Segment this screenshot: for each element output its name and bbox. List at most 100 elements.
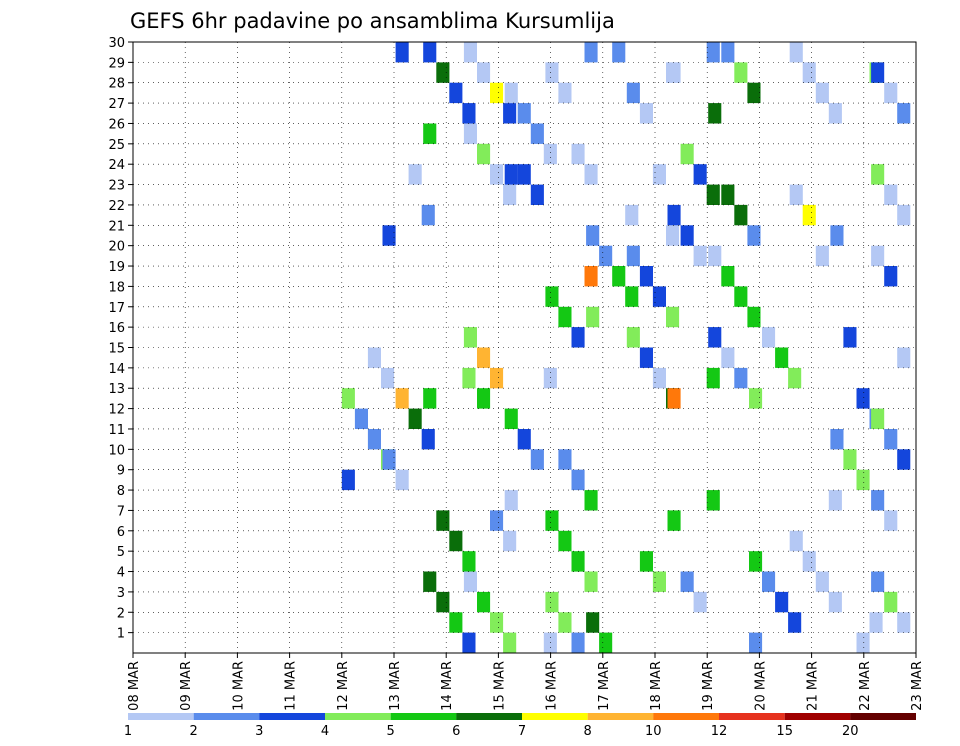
x-tick-label: 21 MAR	[806, 661, 821, 711]
x-tick-label: 18 MAR	[649, 661, 664, 711]
heatmap-cell	[584, 42, 598, 63]
heatmap-cell	[639, 103, 653, 124]
legend-label: 1	[124, 724, 132, 739]
legend-swatch	[456, 713, 522, 720]
heatmap-cell	[423, 123, 437, 144]
x-tick-label: 23 MAR	[910, 661, 925, 711]
heatmap-cell	[871, 62, 885, 83]
y-tick-label: 4	[117, 566, 125, 581]
heatmap-cell	[788, 612, 802, 633]
legend-label: 15	[776, 724, 793, 739]
heatmap-cell	[477, 591, 491, 613]
legend-label: 5	[387, 724, 395, 739]
x-tick-label: 08 MAR	[127, 661, 142, 711]
legend-swatch	[193, 713, 260, 720]
heatmap-cell	[639, 551, 653, 572]
heatmap-cell	[749, 632, 763, 653]
heatmap-cell	[775, 591, 789, 613]
heatmap-cell	[612, 42, 626, 63]
y-tick-label: 21	[108, 219, 125, 234]
heatmap-cell	[543, 367, 557, 389]
heatmap-cell	[558, 449, 572, 470]
heatmap-cell	[747, 82, 761, 104]
heatmap-cell	[462, 632, 476, 653]
grid-layer	[133, 42, 916, 653]
heatmap-cell	[680, 225, 694, 246]
heatmap-cell	[490, 612, 504, 633]
y-tick-label: 1	[117, 627, 125, 642]
legend-swatch	[128, 713, 194, 720]
heatmap-cell	[762, 327, 776, 348]
heatmap-cell	[586, 306, 600, 328]
heatmap-cell	[599, 632, 613, 653]
legend-swatch	[259, 713, 325, 720]
heatmap-cell	[382, 225, 396, 246]
heatmap-cell	[749, 551, 763, 572]
heatmap-cell	[586, 225, 600, 246]
heatmap-cell	[545, 62, 559, 83]
legend-swatch	[719, 713, 785, 720]
heatmap-cell	[721, 42, 735, 63]
heatmap-cell	[734, 204, 748, 226]
heatmap-cell	[871, 164, 885, 185]
heatmap-cell	[639, 347, 653, 368]
heatmap-cell	[408, 164, 422, 185]
heatmap-cell	[693, 591, 707, 613]
heatmap-cell	[884, 591, 898, 613]
heatmap-cell	[503, 103, 517, 124]
heatmap-cell	[667, 62, 681, 83]
heatmap-cell	[734, 286, 748, 307]
heatmap-cell	[586, 612, 600, 633]
legend-label: 3	[255, 724, 263, 739]
y-tick-label: 8	[117, 484, 125, 499]
x-tick-label: 14 MAR	[440, 661, 455, 711]
cell-layer	[341, 42, 911, 653]
heatmap-cell	[504, 82, 518, 104]
heatmap-cell	[571, 143, 585, 165]
x-tick-label: 12 MAR	[336, 661, 351, 711]
heatmap-cell	[897, 449, 911, 470]
heatmap-cell	[558, 82, 572, 104]
x-tick-label: 19 MAR	[701, 661, 716, 711]
heatmap-cell	[490, 82, 504, 104]
heatmap-cell	[504, 490, 518, 511]
legend-label: 6	[452, 724, 460, 739]
heatmap-cell	[395, 469, 409, 491]
heatmap-cell	[462, 103, 476, 124]
heatmap-cell	[828, 490, 842, 511]
chart-title: GEFS 6hr padavine po ansamblima Kursumli…	[130, 9, 615, 33]
heatmap-cell	[490, 164, 504, 185]
heatmap-cell	[871, 245, 885, 267]
heatmap-cell	[463, 327, 477, 348]
legend-swatch	[522, 713, 588, 720]
heatmap-cell	[490, 510, 504, 531]
heatmap-cell	[667, 388, 681, 409]
heatmap-cell	[382, 449, 396, 470]
heatmap-cell	[395, 388, 409, 409]
heatmap-cell	[571, 469, 585, 491]
heatmap-cell	[571, 632, 585, 653]
y-tick-label: 29	[108, 56, 125, 71]
heatmap-cell	[680, 571, 694, 592]
x-tick-label: 10 MAR	[231, 661, 246, 711]
heatmap-cell	[721, 347, 735, 368]
heatmap-cell	[477, 62, 491, 83]
heatmap-cell	[612, 266, 626, 287]
heatmap-cell	[884, 184, 898, 205]
heatmap-cell	[871, 490, 885, 511]
heatmap-cell	[721, 184, 735, 205]
heatmap-cell	[708, 103, 722, 124]
heatmap-cell	[625, 204, 639, 226]
heatmap-cell	[747, 225, 761, 246]
heatmap-cell	[706, 490, 720, 511]
heatmap-cell	[788, 367, 802, 389]
heatmap-cell	[395, 42, 409, 63]
y-tick-label: 22	[108, 199, 125, 214]
heatmap-cell	[626, 82, 640, 104]
heatmap-cell	[571, 327, 585, 348]
legend-label: 4	[321, 724, 329, 739]
y-tick-label: 27	[108, 97, 125, 112]
y-axis: 1234567891011121314151617181920212223242…	[108, 36, 133, 642]
heatmap-cell	[652, 164, 666, 185]
heatmap-cell	[884, 266, 898, 287]
